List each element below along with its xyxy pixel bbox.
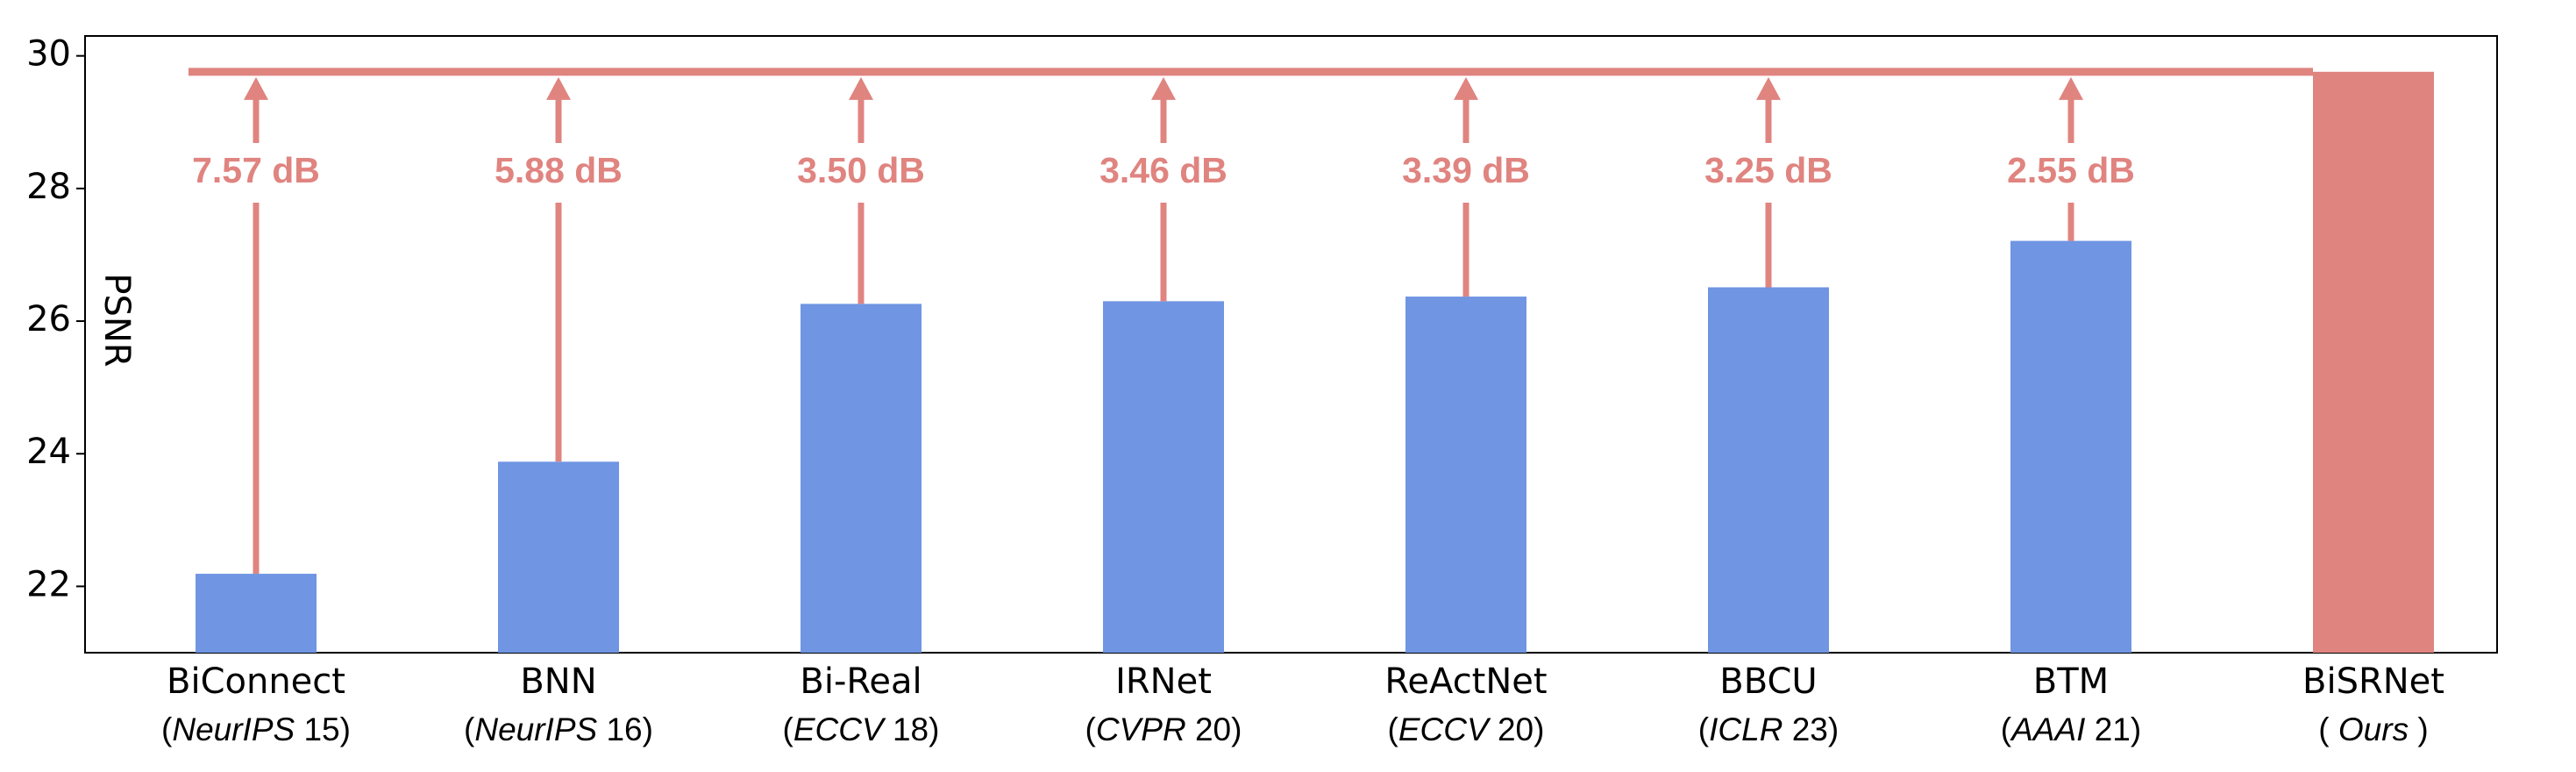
- x-tick-sublabel: (CVPR 20): [1085, 711, 1242, 747]
- gap-annotation: 7.57 dB: [192, 150, 320, 190]
- y-tick-label: 28: [26, 167, 71, 207]
- gap-annotation: 3.50 dB: [797, 150, 925, 190]
- x-tick-sublabel: (NeurIPS 15): [161, 711, 351, 747]
- bar: [801, 304, 922, 653]
- arrow-head: [1756, 76, 1781, 100]
- y-tick-label: 26: [26, 299, 71, 340]
- sublabel-part: (: [783, 711, 794, 747]
- sublabel-part: NeurIPS: [172, 711, 295, 747]
- x-tick-label: BTM: [2033, 661, 2109, 702]
- x-tick-label: Bi-Real: [800, 661, 922, 702]
- sublabel-part: 20): [1186, 711, 1242, 747]
- x-tick-sublabel: (NeurIPS 16): [464, 711, 653, 747]
- gap-annotation: 5.88 dB: [495, 150, 623, 190]
- x-tick-sublabel: (ICLR 23): [1698, 711, 1839, 747]
- y-tick-label: 24: [26, 432, 71, 472]
- x-tick-label: BNN: [520, 661, 596, 702]
- arrow-head: [2059, 76, 2083, 100]
- sublabel-part: ICLR: [1709, 711, 1783, 747]
- sublabel-part: Ours: [2338, 711, 2409, 747]
- bar: [2313, 71, 2434, 654]
- arrow-head: [546, 76, 571, 100]
- sublabel-part: ): [2409, 711, 2429, 747]
- arrow-head: [1151, 76, 1176, 100]
- arrow-head: [244, 76, 268, 100]
- sublabel-part: CVPR: [1096, 711, 1186, 747]
- x-tick-sublabel: (ECCV 20): [1388, 711, 1545, 747]
- sublabel-part: 16): [597, 711, 653, 747]
- x-tick-sublabel: ( Ours ): [2318, 711, 2428, 747]
- sublabel-part: (: [464, 711, 475, 747]
- bar: [498, 461, 619, 653]
- sublabel-part: AAAI: [2010, 711, 2085, 747]
- gap-annotation: 3.46 dB: [1099, 150, 1228, 190]
- sublabel-part: (: [161, 711, 173, 747]
- plot-frame: [84, 35, 2498, 654]
- gap-annotation: 3.25 dB: [1704, 150, 1832, 190]
- x-tick-label: BiConnect: [167, 661, 345, 702]
- sublabel-part: (: [1698, 711, 1710, 747]
- x-tick-label: BiSRNet: [2302, 661, 2444, 702]
- sublabel-part: 15): [295, 711, 351, 747]
- bar: [1708, 287, 1829, 653]
- sublabel-part: (: [2318, 711, 2338, 747]
- x-tick-sublabel: (AAAI 21): [2001, 711, 2141, 747]
- gap-annotation: 2.55 dB: [2007, 150, 2135, 190]
- sublabel-part: ECCV: [793, 711, 886, 747]
- sublabel-part: (: [1085, 711, 1097, 747]
- y-tick-label: 22: [26, 564, 71, 604]
- arrow-head: [849, 76, 873, 100]
- y-tick-label: 30: [26, 34, 71, 75]
- x-tick-sublabel: (ECCV 18): [783, 711, 940, 747]
- sublabel-part: NeurIPS: [474, 711, 597, 747]
- sublabel-part: ECCV: [1398, 711, 1491, 747]
- sublabel-part: (: [1388, 711, 1399, 747]
- x-tick-label: ReActNet: [1384, 661, 1547, 702]
- y-axis-label: PSNR: [96, 273, 137, 367]
- bar: [1405, 297, 1526, 653]
- sublabel-part: 23): [1783, 711, 1839, 747]
- bar: [2010, 240, 2131, 653]
- gap-annotation: 3.39 dB: [1402, 150, 1530, 190]
- x-tick-label: BBCU: [1719, 661, 1817, 702]
- sublabel-part: (: [2001, 711, 2012, 747]
- sublabel-part: 18): [884, 711, 940, 747]
- bar: [196, 574, 317, 653]
- bar: [1103, 301, 1224, 653]
- sublabel-part: 20): [1489, 711, 1545, 747]
- arrow-head: [1454, 76, 1478, 100]
- sublabel-part: 21): [2085, 711, 2141, 747]
- x-tick-label: IRNet: [1115, 661, 1212, 702]
